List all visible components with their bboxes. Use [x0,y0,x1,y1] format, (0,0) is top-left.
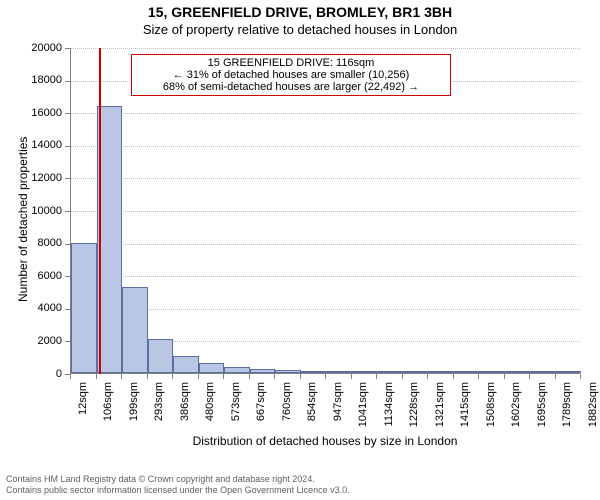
xtick-label: 12sqm [77,382,89,482]
xtick-mark [351,374,352,379]
histogram-bar [301,371,327,373]
histogram-bar [352,371,378,373]
xtick-mark [96,374,97,379]
ytick-label: 20000 [18,42,62,54]
histogram-bar [326,371,352,373]
gridline [71,146,580,147]
xtick-mark [121,374,122,379]
gridline [71,113,580,114]
xtick-mark [529,374,530,379]
annotation-line: 15 GREENFIELD DRIVE: 116sqm [134,57,448,69]
xtick-mark [478,374,479,379]
annotation-line: 68% of semi-detached houses are larger (… [134,81,448,93]
histogram-bar [505,371,531,373]
xtick-label: 1695sqm [536,382,548,482]
xtick-label: 1134sqm [383,382,395,482]
histogram-bar [377,371,403,373]
footer-line-2: Contains public sector information licen… [6,485,350,496]
annotation-line: ← 31% of detached houses are smaller (10… [134,69,448,81]
xtick-label: 106sqm [102,382,114,482]
xtick-label: 1228sqm [408,382,420,482]
gridline [71,244,580,245]
xtick-mark [580,374,581,379]
xtick-mark [376,374,377,379]
xtick-label: 1041sqm [357,382,369,482]
xtick-label: 386sqm [179,382,191,482]
xtick-label: 854sqm [306,382,318,482]
xtick-mark [274,374,275,379]
ytick-mark [65,48,70,49]
xtick-label: 760sqm [281,382,293,482]
xtick-label: 293sqm [153,382,165,482]
ytick-mark [65,81,70,82]
y-axis-label: Number of detached properties [16,137,30,302]
page-subtitle: Size of property relative to detached ho… [0,22,600,37]
xtick-label: 1602sqm [510,382,522,482]
xtick-mark [300,374,301,379]
gridline [71,276,580,277]
gridline [71,48,580,49]
histogram-bar [224,367,250,373]
xtick-label: 573sqm [230,382,242,482]
attribution-footer: Contains HM Land Registry data © Crown c… [6,474,350,497]
histogram-bar [71,243,97,373]
ytick-label: 2000 [18,335,62,347]
ytick-mark [65,309,70,310]
histogram-bar [454,371,480,373]
histogram-bar [173,356,199,373]
histogram-bar [250,369,276,373]
ytick-mark [65,244,70,245]
xtick-mark [70,374,71,379]
histogram-bar [275,370,301,373]
annotation-box: 15 GREENFIELD DRIVE: 116sqm← 31% of deta… [131,54,451,96]
page-title: 15, GREENFIELD DRIVE, BROMLEY, BR1 3BH [0,4,600,20]
xtick-mark [147,374,148,379]
xtick-mark [504,374,505,379]
histogram-bar [530,371,556,373]
ytick-mark [65,341,70,342]
xtick-label: 1508sqm [485,382,497,482]
chart-plot-area: 15 GREENFIELD DRIVE: 116sqm← 31% of deta… [70,48,580,374]
histogram-bar [428,371,454,373]
x-axis-label: Distribution of detached houses by size … [70,434,580,448]
xtick-label: 667sqm [255,382,267,482]
xtick-mark [223,374,224,379]
xtick-mark [172,374,173,379]
xtick-label: 480sqm [204,382,216,482]
property-marker-line [99,48,101,374]
ytick-label: 4000 [18,302,62,314]
ytick-mark [65,276,70,277]
histogram-bar [556,371,582,373]
xtick-mark [453,374,454,379]
histogram-bar [199,363,225,373]
ytick-mark [65,146,70,147]
histogram-bar [403,371,429,373]
ytick-mark [65,113,70,114]
xtick-label: 199sqm [128,382,140,482]
ytick-label: 0 [18,368,62,380]
xtick-label: 947sqm [332,382,344,482]
histogram-bar [122,287,148,373]
footer-line-1: Contains HM Land Registry data © Crown c… [6,474,350,485]
xtick-label: 1321sqm [434,382,446,482]
ytick-mark [65,178,70,179]
histogram-bar [479,371,505,373]
xtick-mark [325,374,326,379]
ytick-label: 18000 [18,74,62,86]
xtick-label: 1789sqm [561,382,573,482]
xtick-mark [198,374,199,379]
xtick-mark [249,374,250,379]
ytick-mark [65,211,70,212]
xtick-mark [402,374,403,379]
xtick-label: 1882sqm [587,382,599,482]
ytick-label: 16000 [18,107,62,119]
gridline [71,211,580,212]
histogram-bar [148,339,174,373]
xtick-mark [555,374,556,379]
xtick-mark [427,374,428,379]
gridline [71,178,580,179]
xtick-label: 1415sqm [459,382,471,482]
